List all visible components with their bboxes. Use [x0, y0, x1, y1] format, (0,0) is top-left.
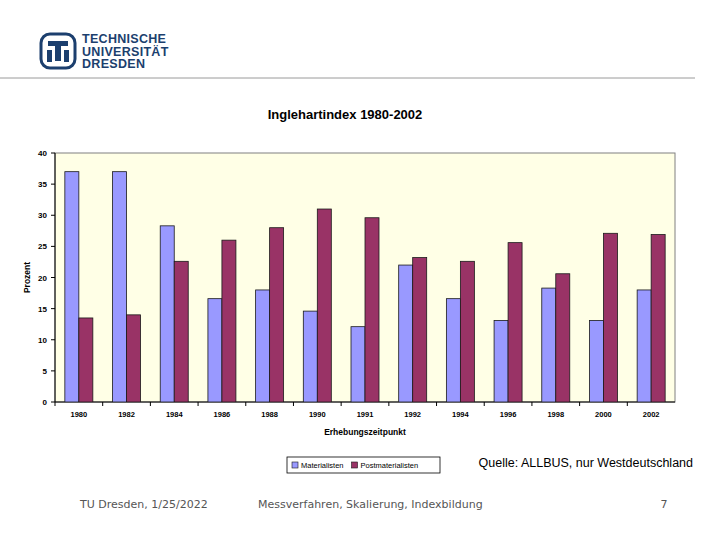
x-tick-label: 1994: [452, 410, 470, 419]
y-tick-label: 30: [38, 211, 47, 220]
plot-area: [55, 153, 675, 402]
footer-left: TU Dresden, 1/25/2022: [79, 498, 208, 511]
bar: [113, 172, 127, 402]
bar: [174, 261, 188, 402]
bar: [351, 327, 365, 402]
x-tick: [293, 402, 294, 406]
bar: [460, 261, 474, 402]
x-tick: [531, 402, 532, 406]
y-tick-label: 0: [43, 398, 48, 407]
chart-title: Inglehartindex 1980-2002: [268, 107, 423, 122]
x-tick: [388, 402, 389, 406]
y-tick-label: 40: [38, 149, 47, 158]
x-tick: [627, 402, 628, 406]
logo-text: DRESDEN: [82, 57, 145, 71]
x-tick-label: 1996: [500, 410, 517, 419]
logo-icon: [47, 50, 52, 62]
source-note: Quelle: ALLBUS, nur Westdeutschland: [479, 456, 694, 470]
x-tick: [102, 402, 103, 406]
y-tick-label: 25: [38, 242, 47, 251]
bar: [222, 240, 236, 402]
y-tick-label: 35: [38, 180, 47, 189]
x-axis: 1980 1982 1984 1986 1988 1990 1991 1992 1994 1996…: [55, 402, 659, 419]
x-tick-label: 1986: [214, 410, 231, 419]
legend-label: Materialisten: [301, 461, 344, 470]
bar: [127, 315, 141, 402]
logo-icon: [41, 34, 75, 68]
y-axis: 0 5 10 15 20 25 30 35 40: [38, 149, 55, 407]
y-tick: [51, 370, 55, 371]
bar: [603, 233, 617, 402]
bar: [256, 290, 270, 402]
bar: [651, 235, 665, 402]
x-tick-label: 1982: [118, 410, 135, 419]
bar: [556, 274, 570, 402]
bar: [365, 218, 379, 402]
x-tick-label: 1990: [309, 410, 326, 419]
x-axis-label: Erhebungszeitpunkt: [324, 427, 406, 437]
x-tick-label: 1992: [404, 410, 421, 419]
legend-box: [287, 457, 440, 473]
background: [0, 0, 720, 540]
y-tick: [51, 402, 55, 403]
page-number: 7: [661, 498, 668, 511]
legend-label: Postmaterialisten: [361, 461, 419, 470]
slide: TECHNISCHEUNIVERSITÄTDRESDEN Inglehartind…: [0, 0, 720, 540]
bar: [399, 265, 413, 402]
bars: [65, 172, 665, 402]
y-tick: [51, 308, 55, 309]
x-tick-label: 1984: [166, 410, 184, 419]
y-tick: [51, 246, 55, 247]
y-tick: [51, 184, 55, 185]
bar: [508, 243, 522, 402]
y-tick: [51, 277, 55, 278]
logo-icon: [55, 41, 61, 61]
y-tick-label: 5: [43, 367, 48, 376]
bar: [413, 258, 427, 402]
logo-icon: [64, 50, 69, 62]
bar: [542, 288, 556, 402]
y-tick-label: 15: [38, 305, 47, 314]
y-axis-label: Prozent: [22, 262, 32, 293]
x-tick: [484, 402, 485, 406]
bar: [446, 299, 460, 402]
x-tick: [150, 402, 151, 406]
legend: Materialisten Postmaterialisten: [287, 457, 440, 473]
legend-swatch: [292, 462, 298, 468]
y-tick: [51, 215, 55, 216]
bar: [303, 311, 317, 402]
x-tick-label: 1988: [261, 410, 278, 419]
bar: [208, 299, 222, 402]
x-tick-label: 2000: [595, 410, 612, 419]
header-rule: [0, 78, 695, 79]
bar: [494, 320, 508, 402]
x-tick: [55, 402, 56, 406]
y-tick-label: 10: [38, 336, 47, 345]
footer-center: Messverfahren, Skalierung, Indexbildung: [258, 498, 483, 511]
bar: [65, 172, 79, 402]
bar: [637, 290, 651, 402]
x-tick: [198, 402, 199, 406]
x-tick-label: 2002: [643, 410, 660, 419]
y-tick: [51, 153, 55, 154]
x-tick: [436, 402, 437, 406]
bar: [589, 320, 603, 402]
bar: [317, 209, 331, 402]
bar: [79, 318, 93, 402]
bar: [160, 226, 174, 402]
bar: [270, 228, 284, 402]
legend-swatch: [352, 462, 358, 468]
y-tick-label: 20: [38, 274, 47, 283]
x-tick-label: 1991: [357, 410, 374, 419]
x-tick-label: 1980: [71, 410, 88, 419]
logo: TECHNISCHEUNIVERSITÄTDRESDEN: [41, 32, 169, 71]
x-tick: [341, 402, 342, 406]
x-tick-label: 1998: [547, 410, 564, 419]
x-tick: [579, 402, 580, 406]
x-tick: [245, 402, 246, 406]
y-tick: [51, 339, 55, 340]
